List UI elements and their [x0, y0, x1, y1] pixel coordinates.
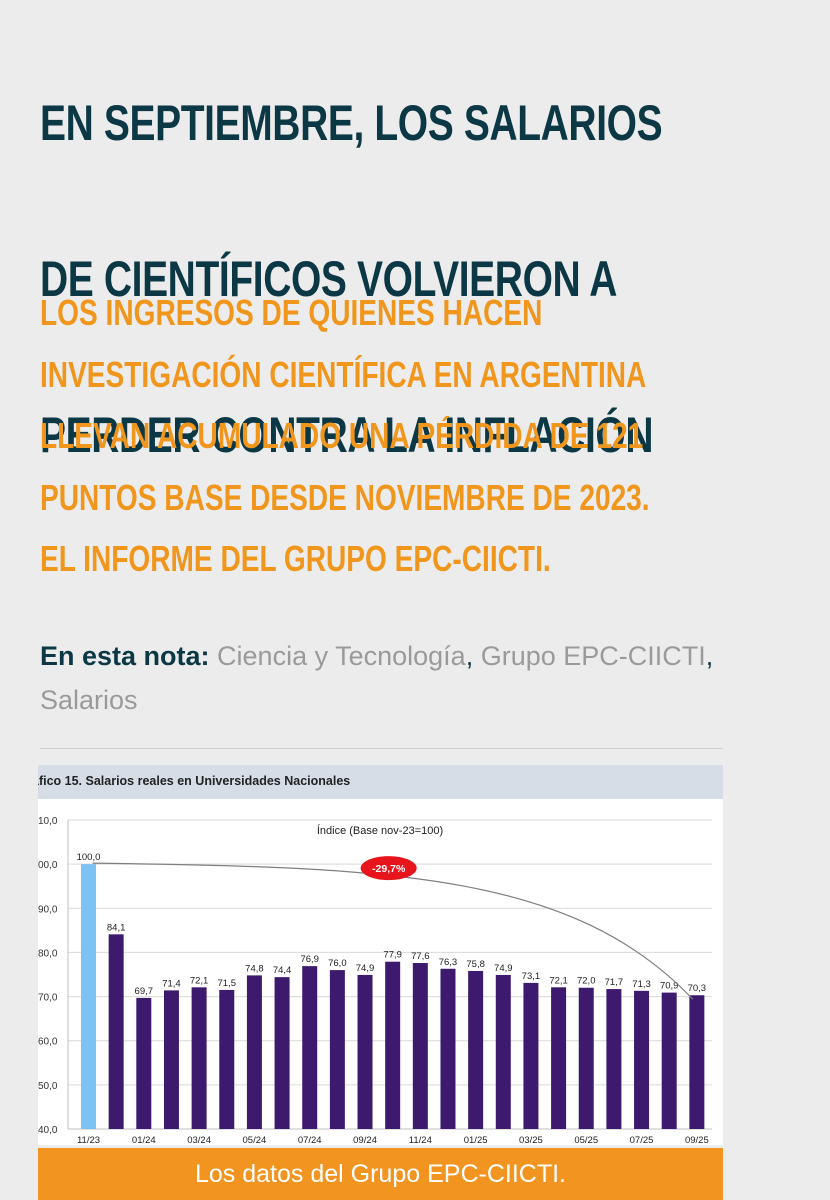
x-tick-label: 11/23 — [77, 1135, 100, 1145]
chart-panel-title: áfico 15. Salarios reales en Universidad… — [38, 774, 351, 788]
subheadline-line: INVESTIGACIÓN CIENTÍFICA EN ARGENTINA — [40, 353, 647, 395]
subheadline-line: LOS INGRESOS DE QUIENES HACEN — [40, 292, 543, 333]
bar-10-24 — [385, 961, 401, 1129]
data-label: 69,7 — [135, 986, 154, 997]
y-tick-label: 70,0 — [38, 993, 58, 1004]
data-label: 84,1 — [107, 922, 126, 933]
bar-04-25 — [551, 987, 567, 1129]
bar-04-24 — [219, 989, 235, 1129]
y-tick-label: 90,0 — [38, 904, 58, 915]
bar-01-24 — [136, 997, 152, 1129]
data-label: 76,9 — [300, 954, 319, 965]
data-label: 70,3 — [688, 983, 707, 994]
tag-separator: , — [705, 641, 714, 671]
image-caption: Los datos del Grupo EPC-CIICTI. — [38, 1148, 723, 1200]
y-tick-label: 50,0 — [38, 1081, 58, 1092]
x-tick-label: 09/25 — [685, 1135, 709, 1145]
bar-06-25 — [606, 989, 622, 1129]
article-tags: En esta nota: Ciencia y Tecnología, Grup… — [40, 634, 740, 722]
bar-06-24 — [274, 977, 290, 1129]
y-tick-label: 60,0 — [38, 1037, 58, 1048]
x-tick-label: 05/25 — [574, 1135, 598, 1145]
data-label: 77,6 — [411, 951, 430, 962]
bar-02-25 — [495, 974, 511, 1129]
article-headline: EN SEPTIEMBRE, LOS SALARIOS DE CIENTÍFIC… — [40, 6, 663, 552]
bar-chart: Índice (Base nov-23=100) 10,0 00,0 90,0 80,0… — [38, 816, 712, 1145]
headline-line: EN SEPTIEMBRE, LOS SALARIOS — [40, 95, 663, 151]
headline-line: DE CIENTÍFICOS VOLVIERON A — [40, 251, 618, 307]
data-label: 72,0 — [577, 976, 596, 987]
bar-12-24 — [440, 968, 456, 1129]
subheadline-line: LLEVAN ACUMULADO UNA PÉRDIDA DE 121 — [40, 415, 644, 456]
caption-text: Los datos del Grupo EPC-CIICTI. — [195, 1160, 566, 1188]
data-label: 74,9 — [494, 963, 512, 974]
x-tick-label: 09/24 — [353, 1135, 377, 1145]
chart-panel-header: áfico 15. Salarios reales en Universidad… — [38, 765, 723, 799]
data-label: 76,0 — [328, 958, 347, 969]
bar-01-25 — [468, 970, 484, 1129]
tag-link-salarios[interactable]: Salarios — [40, 685, 138, 715]
x-tick-label: 03/25 — [519, 1135, 543, 1145]
x-tick-label: 03/24 — [187, 1135, 211, 1145]
data-label: 75,8 — [466, 959, 485, 970]
bar-02-24 — [163, 990, 179, 1129]
bar-11-24 — [412, 963, 428, 1129]
bar-08-25 — [661, 992, 677, 1129]
x-tick-label: 07/24 — [298, 1135, 322, 1145]
bar-07-25 — [634, 990, 650, 1129]
headline-line: PERDER CONTRA LA INFLACIÓN — [40, 407, 654, 463]
bar-11-23 — [81, 864, 96, 1129]
x-tick-label: 11/24 — [409, 1135, 432, 1145]
bar-03-25 — [523, 982, 539, 1129]
x-tick-label: 05/24 — [243, 1135, 267, 1145]
data-label: 74,8 — [245, 963, 263, 974]
chart-image: áfico 15. Salarios reales en Universidad… — [38, 765, 723, 1145]
x-tick-label: 07/25 — [630, 1135, 654, 1145]
chart-title: Índice (Base nov-23=100) — [317, 824, 443, 837]
y-tick-label: 00,0 — [38, 860, 58, 871]
bar-03-24 — [191, 987, 207, 1129]
tag-separator: , — [465, 641, 474, 671]
y-tick-label: 10,0 — [38, 816, 58, 827]
bar-08-24 — [329, 970, 345, 1129]
data-label: 70,9 — [660, 981, 679, 992]
data-label: 71,5 — [218, 978, 237, 989]
y-tick-label: 80,0 — [38, 948, 58, 959]
data-label: 74,4 — [273, 965, 292, 976]
bar-07-24 — [302, 966, 318, 1129]
data-label: 71,4 — [162, 978, 181, 989]
divider — [40, 748, 723, 749]
tag-link-grupo-epc-ciicti[interactable]: Grupo EPC-CIICTI — [480, 641, 706, 671]
data-label: 74,9 — [356, 963, 375, 974]
article-subheadline: LOS INGRESOS DE QUIENES HACEN INVESTIGAC… — [40, 282, 650, 590]
bar-09-25 — [689, 995, 705, 1129]
data-label: 72,1 — [549, 975, 568, 986]
data-label: 71,7 — [605, 977, 624, 988]
subheadline-line: PUNTOS BASE DESDE NOVIEMBRE DE 2023. — [40, 476, 650, 518]
data-label: 73,1 — [522, 971, 541, 982]
data-label: 71,3 — [632, 979, 651, 990]
bar-05-25 — [578, 987, 594, 1129]
data-label: 100,0 — [77, 852, 101, 863]
subheadline-line: EL INFORME DEL GRUPO EPC-CIICTI. — [40, 538, 551, 579]
data-label: 76,3 — [439, 957, 458, 968]
tag-link-ciencia-tecnologia[interactable]: Ciencia y Tecnología — [217, 641, 466, 671]
y-tick-label: 40,0 — [38, 1125, 58, 1136]
change-badge — [360, 856, 417, 881]
data-label: 72,1 — [190, 975, 209, 986]
x-tick-label: 01/24 — [132, 1135, 156, 1145]
bar-12-23 — [108, 934, 124, 1129]
data-label: 77,9 — [383, 950, 402, 961]
x-tick-label: 01/25 — [464, 1135, 488, 1145]
bar-09-24 — [357, 974, 373, 1129]
trend-line — [92, 862, 694, 1000]
tags-label: En esta nota: — [40, 641, 210, 671]
change-badge-label: -29,7% — [372, 863, 406, 875]
bar-05-24 — [246, 975, 262, 1129]
